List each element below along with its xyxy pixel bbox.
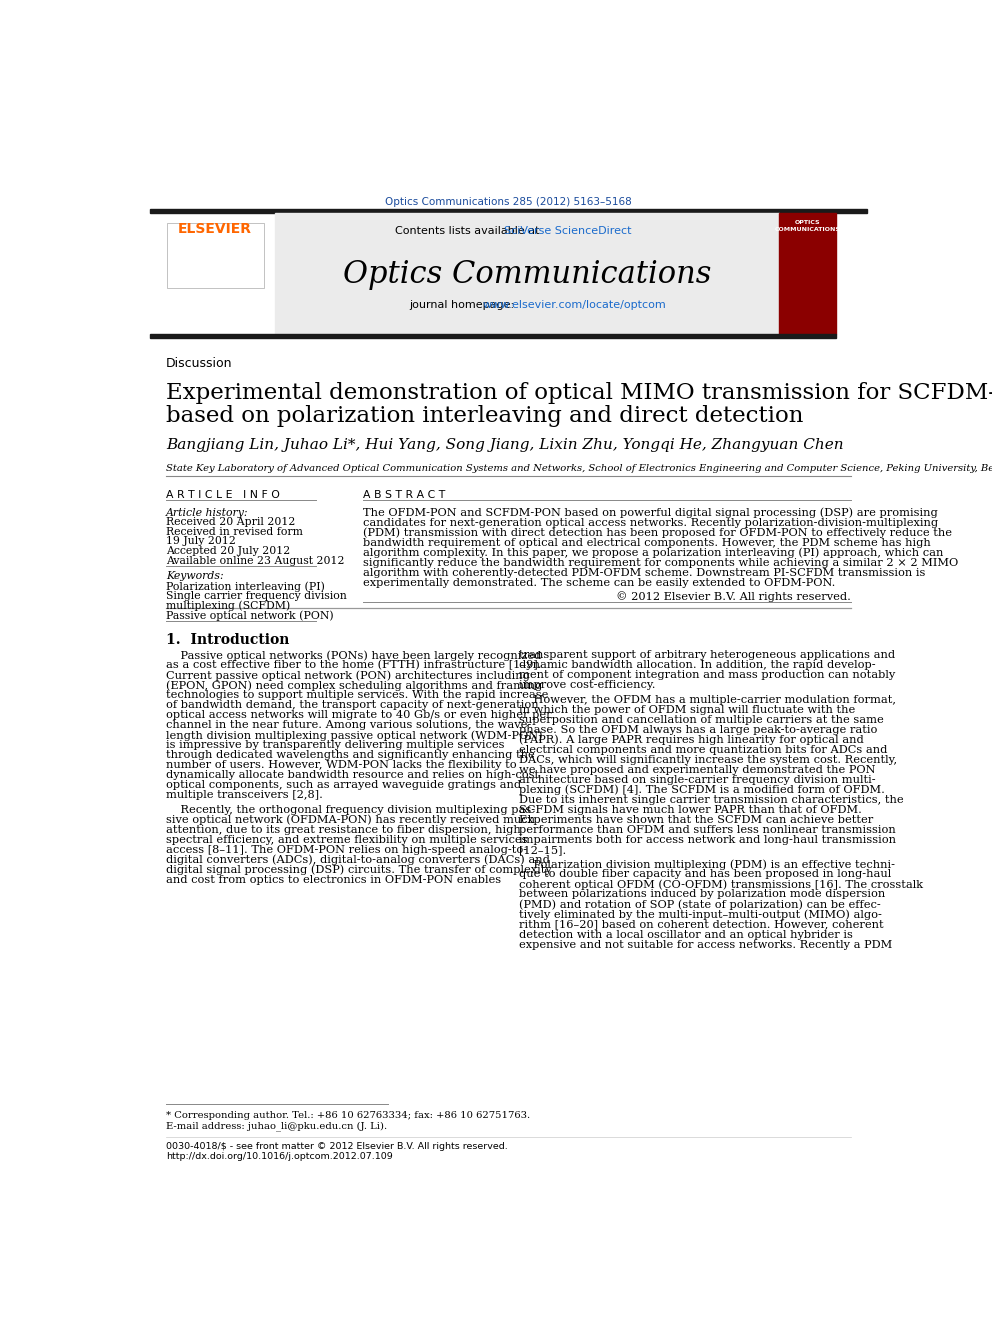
- Text: Available online 23 August 2012: Available online 23 August 2012: [166, 556, 344, 566]
- Text: ELSEVIER: ELSEVIER: [178, 222, 252, 235]
- Text: (PMD) and rotation of SOP (state of polarization) can be effec-: (PMD) and rotation of SOP (state of pola…: [519, 900, 881, 910]
- Text: algorithm with coherently-detected PDM-OFDM scheme. Downstream PI-SCFDM transmis: algorithm with coherently-detected PDM-O…: [363, 568, 926, 578]
- Text: is impressive by transparently delivering multiple services: is impressive by transparently deliverin…: [166, 740, 504, 750]
- Text: channel in the near future. Among various solutions, the wave-: channel in the near future. Among variou…: [166, 720, 531, 730]
- Text: as a cost effective fiber to the home (FTTH) infrastructure [1–9].: as a cost effective fiber to the home (F…: [166, 660, 542, 671]
- Text: (EPON, GPON) need complex scheduling algorithms and framing: (EPON, GPON) need complex scheduling alg…: [166, 680, 542, 691]
- Text: However, the OFDM has a multiple-carrier modulation format,: However, the OFDM has a multiple-carrier…: [519, 695, 896, 705]
- Text: performance than OFDM and suffers less nonlinear transmission: performance than OFDM and suffers less n…: [519, 824, 896, 835]
- Text: and cost from optics to electronics in OFDM-PON enables: and cost from optics to electronics in O…: [166, 875, 501, 885]
- Text: digital signal processing (DSP) circuits. The transfer of complexity: digital signal processing (DSP) circuits…: [166, 865, 552, 876]
- Text: Single carrier frequency division: Single carrier frequency division: [166, 591, 346, 601]
- Bar: [167, 222, 264, 288]
- Text: (PDM) transmission with direct detection has been proposed for OFDM-PON to effec: (PDM) transmission with direct detection…: [363, 528, 951, 538]
- Text: dynamically allocate bandwidth resource and relies on high-cost: dynamically allocate bandwidth resource …: [166, 770, 539, 781]
- Text: multiple transceivers [2,8].: multiple transceivers [2,8].: [166, 790, 322, 800]
- Text: OPTICS
COMMUNICATIONS: OPTICS COMMUNICATIONS: [775, 221, 840, 232]
- Text: digital converters (ADCs), digital-to-analog converters (DACs) and: digital converters (ADCs), digital-to-an…: [166, 855, 550, 865]
- Text: ment of component integration and mass production can notably: ment of component integration and mass p…: [519, 669, 896, 680]
- Text: dynamic bandwidth allocation. In addition, the rapid develop-: dynamic bandwidth allocation. In additio…: [519, 660, 876, 669]
- Text: in which the power of OFDM signal will fluctuate with the: in which the power of OFDM signal will f…: [519, 705, 855, 714]
- Text: Received 20 April 2012: Received 20 April 2012: [166, 517, 296, 527]
- Text: Experimental demonstration of optical MIMO transmission for SCFDM-PON: Experimental demonstration of optical MI…: [166, 382, 992, 404]
- Text: transparent support of arbitrary heterogeneous applications and: transparent support of arbitrary heterog…: [519, 650, 896, 660]
- Text: detection with a local oscillator and an optical hybrider is: detection with a local oscillator and an…: [519, 930, 853, 939]
- Text: http://dx.doi.org/10.1016/j.optcom.2012.07.109: http://dx.doi.org/10.1016/j.optcom.2012.…: [166, 1152, 393, 1162]
- Bar: [779, 213, 836, 335]
- Text: State Key Laboratory of Advanced Optical Communication Systems and Networks, Sch: State Key Laboratory of Advanced Optical…: [166, 463, 992, 472]
- Text: Optics Communications: Optics Communications: [343, 259, 711, 290]
- Text: multiplexing (SCFDM): multiplexing (SCFDM): [166, 601, 290, 611]
- Text: Bangjiang Lin, Juhao Li*, Hui Yang, Song Jiang, Lixin Zhu, Yongqi He, Zhangyuan : Bangjiang Lin, Juhao Li*, Hui Yang, Song…: [166, 438, 843, 451]
- Text: 0030-4018/$ - see front matter © 2012 Elsevier B.V. All rights reserved.: 0030-4018/$ - see front matter © 2012 El…: [166, 1142, 508, 1151]
- Text: coherent optical OFDM (CO-OFDM) transmissions [16]. The crosstalk: coherent optical OFDM (CO-OFDM) transmis…: [519, 880, 924, 890]
- Text: The OFDM-PON and SCFDM-PON based on powerful digital signal processing (DSP) are: The OFDM-PON and SCFDM-PON based on powe…: [363, 508, 937, 519]
- Bar: [275, 213, 779, 335]
- Text: A B S T R A C T: A B S T R A C T: [363, 490, 445, 500]
- Text: impairments both for access network and long-haul transmission: impairments both for access network and …: [519, 835, 896, 845]
- Text: through dedicated wavelengths and significantly enhancing the: through dedicated wavelengths and signif…: [166, 750, 535, 761]
- Text: electrical components and more quantization bits for ADCs and: electrical components and more quantizat…: [519, 745, 888, 754]
- Text: number of users. However, WDM-PON lacks the flexibility to: number of users. However, WDM-PON lacks …: [166, 761, 517, 770]
- Text: superposition and cancellation of multiple carriers at the same: superposition and cancellation of multip…: [519, 714, 884, 725]
- Text: Accepted 20 July 2012: Accepted 20 July 2012: [166, 546, 290, 556]
- Text: Passive optical networks (PONs) have been largely recognized: Passive optical networks (PONs) have bee…: [166, 650, 542, 660]
- Text: experimentally demonstrated. The scheme can be easily extended to OFDM-PON.: experimentally demonstrated. The scheme …: [363, 578, 835, 587]
- Text: optical components, such as arrayed waveguide gratings and: optical components, such as arrayed wave…: [166, 781, 521, 790]
- Text: Contents lists available at: Contents lists available at: [395, 226, 544, 235]
- Text: Keywords:: Keywords:: [166, 572, 223, 582]
- Bar: [150, 209, 867, 213]
- Text: [12–15].: [12–15].: [519, 845, 566, 855]
- Text: attention, due to its great resistance to fiber dispersion, high: attention, due to its great resistance t…: [166, 824, 521, 835]
- Text: E-mail address: juhao_li@pku.edu.cn (J. Li).: E-mail address: juhao_li@pku.edu.cn (J. …: [166, 1122, 387, 1131]
- Text: Recently, the orthogonal frequency division multiplexing pas-: Recently, the orthogonal frequency divis…: [166, 804, 535, 815]
- Text: que to double fiber capacity and has been proposed in long-haul: que to double fiber capacity and has bee…: [519, 869, 892, 880]
- Text: (PAPR). A large PAPR requires high linearity for optical and: (PAPR). A large PAPR requires high linea…: [519, 734, 864, 745]
- Text: architecture based on single-carrier frequency division multi-: architecture based on single-carrier fre…: [519, 775, 876, 785]
- Text: tively eliminated by the multi-input–multi-output (MIMO) algo-: tively eliminated by the multi-input–mul…: [519, 909, 882, 919]
- Text: www.elsevier.com/locate/optcom: www.elsevier.com/locate/optcom: [483, 300, 667, 310]
- Text: Discussion: Discussion: [166, 357, 232, 370]
- Text: SCFDM signals have much lower PAPR than that of OFDM.: SCFDM signals have much lower PAPR than …: [519, 804, 862, 815]
- Text: of bandwidth demand, the transport capacity of next-generation: of bandwidth demand, the transport capac…: [166, 700, 539, 710]
- Text: Passive optical network (PON): Passive optical network (PON): [166, 610, 333, 620]
- Text: DACs, which will significantly increase the system cost. Recently,: DACs, which will significantly increase …: [519, 754, 898, 765]
- Text: Due to its inherent single carrier transmission characteristics, the: Due to its inherent single carrier trans…: [519, 795, 904, 804]
- Text: 19 July 2012: 19 July 2012: [166, 536, 236, 546]
- Text: Current passive optical network (PON) architectures including: Current passive optical network (PON) ar…: [166, 669, 530, 680]
- Text: SciVerse ScienceDirect: SciVerse ScienceDirect: [504, 226, 631, 235]
- Text: 1.  Introduction: 1. Introduction: [166, 634, 290, 647]
- Text: plexing (SCFDM) [4]. The SCFDM is a modified form of OFDM.: plexing (SCFDM) [4]. The SCFDM is a modi…: [519, 785, 885, 795]
- Text: based on polarization interleaving and direct detection: based on polarization interleaving and d…: [166, 405, 804, 427]
- Text: improve cost-efficiency.: improve cost-efficiency.: [519, 680, 656, 691]
- Text: technologies to support multiple services. With the rapid increase: technologies to support multiple service…: [166, 691, 549, 700]
- Text: Optics Communications 285 (2012) 5163–5168: Optics Communications 285 (2012) 5163–51…: [385, 197, 632, 208]
- Text: length division multiplexing passive optical network (WDM-PON): length division multiplexing passive opt…: [166, 730, 543, 741]
- Text: significantly reduce the bandwidth requirement for components while achieving a : significantly reduce the bandwidth requi…: [363, 557, 958, 568]
- Text: access [8–11]. The OFDM-PON relies on high-speed analog-to-: access [8–11]. The OFDM-PON relies on hi…: [166, 845, 527, 855]
- Text: bandwidth requirement of optical and electrical components. However, the PDM sch: bandwidth requirement of optical and ele…: [363, 537, 930, 548]
- Text: Article history:: Article history:: [166, 508, 248, 517]
- Text: optical access networks will migrate to 40 Gb/s or even higher per: optical access networks will migrate to …: [166, 710, 552, 720]
- Text: sive optical network (OFDMA-PON) has recently received much: sive optical network (OFDMA-PON) has rec…: [166, 815, 535, 826]
- Text: spectral efficiency, and extreme flexibility on multiple services: spectral efficiency, and extreme flexibi…: [166, 835, 528, 845]
- Text: between polarizations induced by polarization mode dispersion: between polarizations induced by polariz…: [519, 889, 886, 900]
- Text: * Corresponding author. Tel.: +86 10 62763334; fax: +86 10 62751763.: * Corresponding author. Tel.: +86 10 627…: [166, 1111, 530, 1121]
- Text: algorithm complexity. In this paper, we propose a polarization interleaving (PI): algorithm complexity. In this paper, we …: [363, 548, 943, 558]
- Text: rithm [16–20] based on coherent detection. However, coherent: rithm [16–20] based on coherent detectio…: [519, 919, 884, 930]
- Text: we have proposed and experimentally demonstrated the PON: we have proposed and experimentally demo…: [519, 765, 876, 775]
- Text: A R T I C L E   I N F O: A R T I C L E I N F O: [166, 490, 280, 500]
- Text: Received in revised form: Received in revised form: [166, 527, 303, 537]
- Text: expensive and not suitable for access networks. Recently a PDM: expensive and not suitable for access ne…: [519, 939, 893, 950]
- Text: Experiments have shown that the SCFDM can achieve better: Experiments have shown that the SCFDM ca…: [519, 815, 874, 824]
- Text: Polarization division multiplexing (PDM) is an effective techni-: Polarization division multiplexing (PDM)…: [519, 860, 895, 871]
- Text: journal homepage:: journal homepage:: [409, 300, 518, 310]
- Text: © 2012 Elsevier B.V. All rights reserved.: © 2012 Elsevier B.V. All rights reserved…: [616, 591, 851, 602]
- Bar: [150, 333, 836, 339]
- Text: candidates for next-generation optical access networks. Recently polarization-di: candidates for next-generation optical a…: [363, 517, 937, 528]
- Text: Polarization interleaving (PI): Polarization interleaving (PI): [166, 581, 324, 591]
- Text: phase. So the OFDM always has a large peak-to-average ratio: phase. So the OFDM always has a large pe…: [519, 725, 878, 734]
